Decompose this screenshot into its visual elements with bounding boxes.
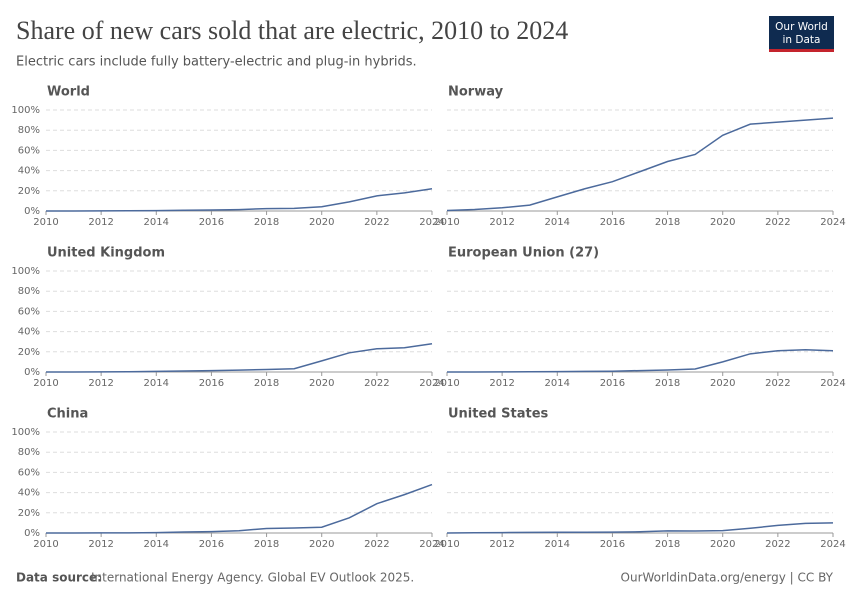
y-tick-label: 60%: [18, 145, 40, 156]
x-tick-label: 2012: [489, 539, 514, 550]
x-tick-label: 2016: [199, 539, 224, 550]
x-tick-label: 2022: [765, 539, 790, 550]
logo-box: [769, 16, 834, 52]
x-tick-label: 2018: [655, 539, 680, 550]
x-tick-label: 2018: [254, 378, 279, 389]
x-tick-label: 2014: [144, 378, 169, 389]
x-tick-label: 2020: [309, 378, 334, 389]
credit: OurWorldinData.org/energy | CC BY: [621, 571, 834, 585]
series-line: [46, 483, 433, 534]
y-tick-label: 80%: [18, 125, 40, 136]
y-tick-label: 40%: [18, 166, 40, 177]
series-line: [446, 117, 834, 212]
y-tick-label: 60%: [18, 306, 40, 317]
x-tick-label: 2020: [309, 539, 334, 550]
x-tick-label: 2018: [655, 217, 680, 228]
series-line: [447, 349, 834, 373]
series-line: [446, 522, 834, 534]
x-tick-label: 2024: [820, 378, 845, 389]
panel-title: United States: [448, 407, 549, 422]
panel-title: China: [47, 407, 88, 422]
x-tick-label: 2010: [33, 539, 58, 550]
x-tick-label: 2024: [820, 539, 845, 550]
y-tick-label: 20%: [18, 347, 40, 358]
x-tick-label: 2014: [144, 217, 169, 228]
y-tick-label: 80%: [18, 447, 40, 458]
x-tick-label: 2016: [600, 378, 625, 389]
x-tick-label: 2024: [820, 217, 845, 228]
x-tick-label: 2010: [33, 378, 58, 389]
y-tick-label: 100%: [11, 427, 40, 438]
y-tick-label: 100%: [11, 266, 40, 277]
x-tick-label: 2014: [545, 217, 570, 228]
series-line: [46, 188, 433, 212]
x-tick-label: 2010: [434, 378, 459, 389]
x-tick-label: 2012: [489, 378, 514, 389]
x-tick-label: 2020: [710, 217, 735, 228]
panel-title: Norway: [448, 85, 504, 100]
y-tick-label: 0%: [24, 528, 40, 539]
y-tick-label: 40%: [18, 327, 40, 338]
x-tick-label: 2010: [434, 217, 459, 228]
x-tick-label: 2014: [144, 539, 169, 550]
series-line: [46, 342, 433, 373]
x-tick-label: 2018: [655, 378, 680, 389]
y-tick-label: 100%: [11, 105, 40, 116]
x-tick-label: 2016: [600, 539, 625, 550]
x-tick-label: 2020: [710, 378, 735, 389]
y-tick-label: 20%: [18, 508, 40, 519]
y-tick-label: 80%: [18, 286, 40, 297]
x-tick-label: 2022: [364, 378, 389, 389]
y-tick-label: 60%: [18, 467, 40, 478]
panel-title: European Union (27): [448, 246, 599, 261]
x-tick-label: 2010: [434, 539, 459, 550]
x-tick-label: 2014: [545, 378, 570, 389]
x-tick-label: 2022: [364, 539, 389, 550]
x-tick-label: 2012: [88, 217, 113, 228]
x-tick-label: 2022: [364, 217, 389, 228]
logo-bar: [769, 49, 834, 52]
x-tick-label: 2018: [254, 217, 279, 228]
subtitle: Electric cars include fully battery-elec…: [16, 55, 417, 70]
x-tick-label: 2022: [765, 378, 790, 389]
source-label: Data source:: [16, 571, 102, 585]
x-tick-label: 2020: [309, 217, 334, 228]
y-tick-label: 0%: [24, 206, 40, 217]
x-tick-label: 2024: [419, 217, 444, 228]
x-tick-label: 2010: [33, 217, 58, 228]
x-tick-label: 2024: [419, 378, 444, 389]
logo-text: Our World: [775, 21, 828, 33]
y-tick-label: 40%: [18, 488, 40, 499]
x-tick-label: 2024: [419, 539, 444, 550]
x-tick-label: 2012: [489, 217, 514, 228]
x-tick-label: 2014: [545, 539, 570, 550]
source: International Energy Agency. Global EV O…: [91, 571, 414, 585]
chart-title: Share of new cars sold that are electric…: [16, 16, 568, 45]
x-tick-label: 2018: [254, 539, 279, 550]
x-tick-label: 2012: [88, 539, 113, 550]
x-tick-label: 2022: [765, 217, 790, 228]
x-tick-label: 2020: [710, 539, 735, 550]
y-tick-label: 20%: [18, 186, 40, 197]
y-tick-label: 0%: [24, 367, 40, 378]
logo-text: in Data: [783, 34, 821, 46]
x-tick-label: 2016: [199, 378, 224, 389]
panel-title: United Kingdom: [47, 246, 165, 261]
x-tick-label: 2016: [199, 217, 224, 228]
x-tick-label: 2016: [600, 217, 625, 228]
panel-title: World: [47, 85, 90, 100]
x-tick-label: 2012: [88, 378, 113, 389]
